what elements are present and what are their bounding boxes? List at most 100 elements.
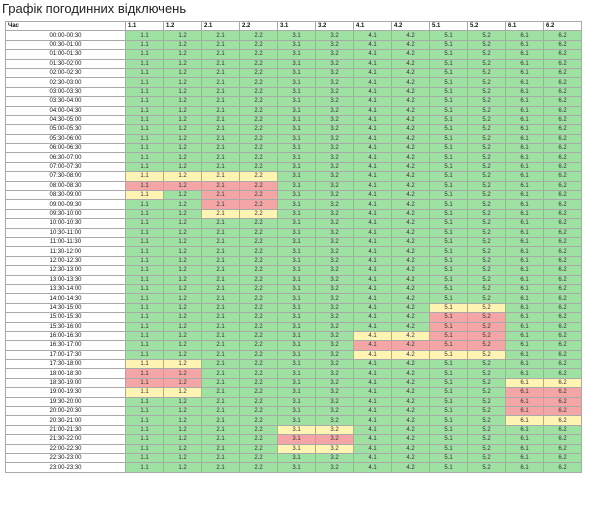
schedule-cell[interactable]: 1.1: [125, 124, 164, 135]
schedule-cell[interactable]: 1.2: [163, 124, 202, 135]
schedule-cell[interactable]: 3.2: [315, 180, 354, 192]
schedule-cell[interactable]: 4.1: [353, 283, 392, 295]
schedule-cell[interactable]: 3.2: [315, 377, 354, 389]
schedule-cell[interactable]: 6.1: [505, 96, 544, 107]
schedule-cell[interactable]: 6.2: [543, 368, 582, 379]
schedule-cell[interactable]: 1.2: [163, 236, 202, 248]
schedule-cell[interactable]: 3.1: [277, 199, 316, 210]
schedule-cell[interactable]: 4.2: [391, 105, 430, 116]
schedule-cell[interactable]: 1.2: [163, 39, 202, 51]
schedule-cell[interactable]: 4.2: [391, 124, 430, 135]
schedule-cell[interactable]: 2.2: [239, 387, 278, 398]
header-group-2-1[interactable]: 2.1: [201, 20, 240, 32]
schedule-cell[interactable]: 2.2: [239, 236, 278, 248]
schedule-cell[interactable]: 4.2: [391, 274, 430, 285]
time-cell[interactable]: 02:30-03:00: [5, 77, 126, 88]
schedule-cell[interactable]: 2.1: [201, 424, 240, 436]
time-cell[interactable]: 10:00-10:30: [5, 218, 126, 229]
schedule-cell[interactable]: 2.2: [239, 190, 278, 201]
time-cell[interactable]: 14:00-14:30: [5, 293, 126, 304]
schedule-cell[interactable]: 3.1: [277, 161, 316, 173]
schedule-cell[interactable]: 3.2: [315, 246, 354, 257]
schedule-cell[interactable]: 4.2: [391, 199, 430, 210]
schedule-cell[interactable]: 6.2: [543, 443, 582, 454]
schedule-cell[interactable]: 5.1: [429, 77, 468, 88]
schedule-cell[interactable]: 5.2: [467, 330, 506, 342]
schedule-cell[interactable]: 2.1: [201, 180, 240, 192]
schedule-cell[interactable]: 2.1: [201, 283, 240, 295]
schedule-cell[interactable]: 6.2: [543, 274, 582, 285]
schedule-cell[interactable]: 1.1: [125, 96, 164, 107]
schedule-cell[interactable]: 5.1: [429, 424, 468, 436]
schedule-cell[interactable]: 4.2: [391, 359, 430, 370]
schedule-cell[interactable]: 1.1: [125, 49, 164, 60]
schedule-cell[interactable]: 3.2: [315, 124, 354, 135]
schedule-cell[interactable]: 2.2: [239, 105, 278, 116]
schedule-cell[interactable]: 3.1: [277, 152, 316, 163]
schedule-cell[interactable]: 2.2: [239, 321, 278, 332]
schedule-cell[interactable]: 1.1: [125, 265, 164, 276]
schedule-cell[interactable]: 4.2: [391, 39, 430, 51]
time-cell[interactable]: 02:00-02:30: [5, 67, 126, 79]
schedule-cell[interactable]: 3.2: [315, 218, 354, 229]
schedule-cell[interactable]: 4.1: [353, 349, 392, 361]
schedule-cell[interactable]: 5.1: [429, 283, 468, 295]
schedule-cell[interactable]: 6.1: [505, 143, 544, 154]
schedule-cell[interactable]: 3.1: [277, 265, 316, 276]
schedule-cell[interactable]: 4.1: [353, 152, 392, 163]
schedule-cell[interactable]: 3.1: [277, 434, 316, 445]
schedule-cell[interactable]: 1.1: [125, 133, 164, 145]
schedule-cell[interactable]: 5.2: [467, 58, 506, 69]
header-group-6-1[interactable]: 6.1: [505, 20, 544, 32]
schedule-cell[interactable]: 4.2: [391, 462, 430, 473]
header-group-6-2[interactable]: 6.2: [543, 20, 582, 32]
schedule-cell[interactable]: 5.2: [467, 171, 506, 182]
schedule-cell[interactable]: 4.2: [391, 152, 430, 163]
schedule-cell[interactable]: 3.2: [315, 387, 354, 398]
schedule-cell[interactable]: 5.1: [429, 359, 468, 370]
schedule-cell[interactable]: 6.2: [543, 265, 582, 276]
schedule-cell[interactable]: 6.2: [543, 452, 582, 464]
schedule-cell[interactable]: 3.2: [315, 424, 354, 436]
schedule-cell[interactable]: 3.2: [315, 330, 354, 342]
time-cell[interactable]: 08:30-09:00: [5, 190, 126, 201]
schedule-cell[interactable]: 6.1: [505, 274, 544, 285]
schedule-cell[interactable]: 3.1: [277, 293, 316, 304]
schedule-cell[interactable]: 4.1: [353, 39, 392, 51]
schedule-cell[interactable]: 5.2: [467, 396, 506, 408]
schedule-cell[interactable]: 5.2: [467, 312, 506, 323]
schedule-cell[interactable]: 1.1: [125, 452, 164, 464]
schedule-cell[interactable]: 4.1: [353, 462, 392, 473]
schedule-cell[interactable]: 4.1: [353, 227, 392, 239]
schedule-cell[interactable]: 5.2: [467, 452, 506, 464]
schedule-cell[interactable]: 1.2: [163, 293, 202, 304]
schedule-cell[interactable]: 3.1: [277, 143, 316, 154]
schedule-cell[interactable]: 4.1: [353, 199, 392, 210]
schedule-cell[interactable]: 3.1: [277, 312, 316, 323]
schedule-cell[interactable]: 2.2: [239, 86, 278, 98]
time-cell[interactable]: 00:00-00:30: [5, 30, 126, 41]
schedule-cell[interactable]: 4.1: [353, 368, 392, 379]
schedule-cell[interactable]: 5.1: [429, 114, 468, 126]
schedule-cell[interactable]: 5.2: [467, 302, 506, 314]
time-cell[interactable]: 19:30-20:00: [5, 396, 126, 408]
schedule-cell[interactable]: 3.2: [315, 208, 354, 220]
schedule-cell[interactable]: 6.1: [505, 396, 544, 408]
schedule-cell[interactable]: 1.1: [125, 387, 164, 398]
schedule-cell[interactable]: 4.2: [391, 396, 430, 408]
schedule-cell[interactable]: 4.1: [353, 387, 392, 398]
schedule-cell[interactable]: 5.1: [429, 349, 468, 361]
schedule-cell[interactable]: 3.1: [277, 396, 316, 408]
schedule-cell[interactable]: 6.1: [505, 293, 544, 304]
schedule-cell[interactable]: 4.2: [391, 321, 430, 332]
schedule-cell[interactable]: 1.2: [163, 265, 202, 276]
schedule-cell[interactable]: 2.1: [201, 199, 240, 210]
schedule-cell[interactable]: 2.1: [201, 462, 240, 473]
schedule-cell[interactable]: 2.2: [239, 143, 278, 154]
schedule-cell[interactable]: 6.2: [543, 377, 582, 389]
schedule-cell[interactable]: 2.1: [201, 218, 240, 229]
schedule-cell[interactable]: 6.2: [543, 180, 582, 192]
schedule-cell[interactable]: 1.2: [163, 77, 202, 88]
schedule-cell[interactable]: 4.1: [353, 302, 392, 314]
schedule-cell[interactable]: 6.2: [543, 227, 582, 239]
